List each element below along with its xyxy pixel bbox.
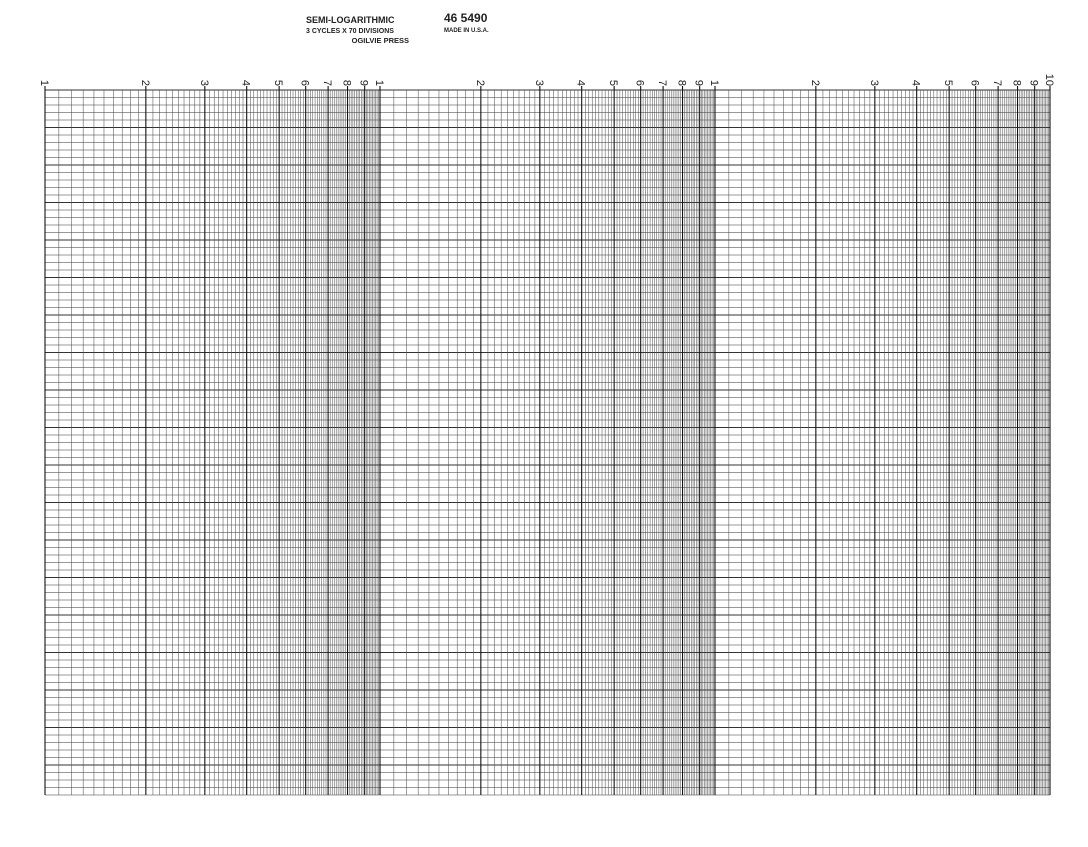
scale-label: 7	[991, 80, 1003, 86]
paper-title: SEMI-LOGARITHMIC	[306, 15, 395, 25]
origin: MADE IN U.S.A.	[444, 28, 489, 34]
scale-label: 4	[575, 80, 587, 86]
scale-label: 7	[656, 80, 668, 86]
scale-label: 1	[38, 80, 50, 86]
scale-label: 2	[809, 80, 821, 86]
scale-label: 3	[868, 80, 880, 86]
scale-label: 2	[139, 80, 151, 86]
scale-label: 5	[942, 80, 954, 86]
scale-label: 3	[198, 80, 210, 86]
scale-labels: 1 2 3 4 5 6 7 8 9 1 2 3 4 5 6 7 8 9 1 2 3 4 5 6 7 8 9 10	[38, 74, 1055, 86]
scale-label: 9	[693, 80, 705, 86]
publisher: OGILVIE PRESS	[352, 36, 409, 45]
scale-label: 1	[708, 80, 720, 86]
scale-label: 4	[240, 80, 252, 86]
scale-label: 10	[1043, 74, 1055, 86]
scale-label: 7	[321, 80, 333, 86]
scale-label: 6	[969, 80, 981, 86]
scale-label: 6	[299, 80, 311, 86]
scale-label: 6	[634, 80, 646, 86]
scale-label: 8	[341, 80, 353, 86]
paper-subtitle: 3 CYCLES X 70 DIVISIONS	[306, 28, 394, 35]
product-code: 46 5490	[444, 11, 488, 25]
scale-label: 5	[272, 80, 284, 86]
grid	[44, 86, 1051, 796]
scale-label: 9	[1028, 80, 1040, 86]
scale-label: 2	[474, 80, 486, 86]
scale-label: 3	[533, 80, 545, 86]
scale-label: 4	[910, 80, 922, 86]
scale-label: 1	[373, 80, 385, 86]
scale-label: 9	[358, 80, 370, 86]
scale-label: 8	[1011, 80, 1023, 86]
scale-label: 5	[607, 80, 619, 86]
scale-label: 8	[676, 80, 688, 86]
